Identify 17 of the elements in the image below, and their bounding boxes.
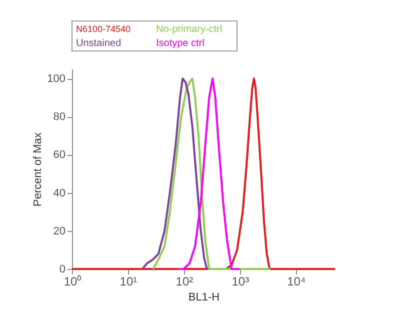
y-tick-label: 20: [53, 225, 66, 238]
x-tick-label: 10¹: [120, 274, 138, 288]
text: No-primary-ctrl: [156, 24, 222, 35]
x-tick-label: 10²: [176, 274, 194, 288]
text: Unstained: [76, 38, 122, 49]
y-axis-title: Percent of Max: [32, 132, 44, 206]
x-tick-label: 10⁰: [64, 274, 82, 288]
text: Isotype ctrl: [156, 38, 204, 49]
y-tick-label: 40: [53, 187, 66, 200]
y-tick-label: 100: [47, 73, 66, 86]
y-tick-label: 80: [53, 111, 66, 124]
y-tick-label: 0: [59, 264, 66, 276]
x-tick-label: 10³: [232, 274, 250, 288]
y-tick-label: 60: [53, 149, 66, 162]
x-tick-label: 10⁴: [287, 274, 306, 288]
x-axis-title: BL1-H: [188, 292, 220, 304]
text: N6100-74540: [76, 24, 131, 34]
